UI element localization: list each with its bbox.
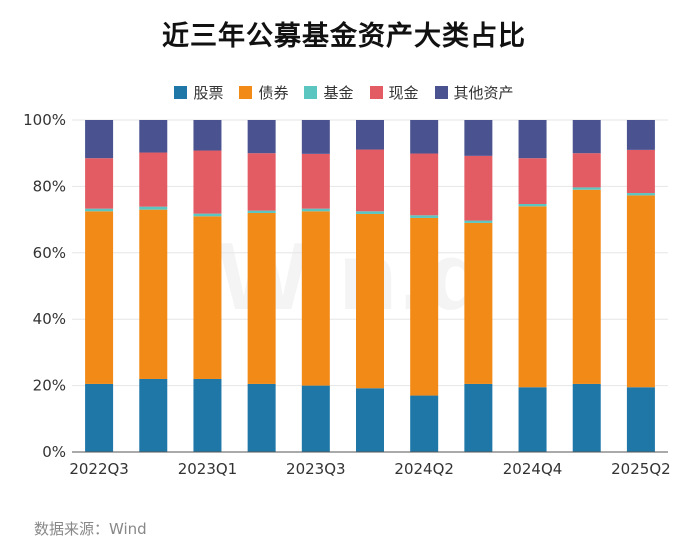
legend-swatch-other — [434, 86, 448, 99]
bar-segment — [518, 158, 547, 204]
bar-segment — [518, 203, 547, 207]
bar-segment — [193, 213, 222, 217]
bar-segment — [572, 120, 601, 154]
bar-segment — [410, 217, 439, 396]
bar-segment — [139, 209, 168, 379]
legend-swatch-cash — [369, 86, 383, 99]
bar-segment — [85, 158, 114, 209]
bar-segment — [301, 120, 330, 154]
bar-segment — [356, 213, 384, 389]
bar-segment — [572, 187, 601, 190]
bar-segment — [410, 120, 439, 154]
bar-segment — [464, 155, 493, 221]
bar-segment — [626, 120, 655, 150]
bar-segment — [410, 395, 439, 452]
y-tick-label: 60% — [33, 244, 66, 262]
bar-segment — [301, 385, 330, 452]
bar-segment — [518, 387, 547, 452]
bar-segment — [301, 208, 330, 212]
bar-segment — [410, 153, 439, 216]
legend-item-other: 其他资产 — [434, 82, 514, 103]
bar-segment — [139, 152, 168, 207]
y-tick-label: 80% — [33, 177, 66, 195]
legend-label-bonds: 债券 — [258, 84, 289, 102]
bar-segment — [247, 383, 276, 452]
bar-segment — [572, 189, 601, 384]
bar-segment — [193, 216, 222, 379]
legend-item-cash: 现金 — [369, 82, 419, 103]
legend-item-funds: 基金 — [304, 82, 354, 103]
chart-legend: 股票 债券 基金 现金 其他资产 — [0, 82, 688, 103]
bar-segment — [247, 210, 276, 213]
bar-segment — [356, 120, 384, 150]
bar-segment — [518, 206, 547, 388]
x-tick-label: 2023Q3 — [286, 460, 346, 478]
data-source-note: 数据来源：Wind — [34, 520, 147, 538]
bar-segment — [85, 208, 114, 212]
bar-segment — [247, 212, 276, 384]
bar-segment — [356, 149, 384, 212]
x-tick-label: 2024Q2 — [394, 460, 454, 478]
legend-label-stocks: 股票 — [193, 84, 224, 102]
bar-segment — [139, 120, 168, 153]
bar-segment — [356, 211, 384, 214]
x-tick-label: 2022Q3 — [69, 460, 129, 478]
legend-swatch-funds — [304, 86, 318, 99]
y-tick-label: 40% — [33, 310, 66, 328]
bar-segment — [518, 120, 547, 159]
x-tick-label: 2025Q2 — [611, 460, 671, 478]
legend-label-funds: 基金 — [323, 84, 354, 102]
bar-segment — [193, 378, 222, 452]
bar-segment — [356, 388, 384, 452]
bar-segment — [572, 153, 601, 188]
x-tick-label: 2024Q4 — [503, 460, 563, 478]
y-tick-label: 0% — [42, 443, 66, 461]
y-tick-label: 100% — [23, 111, 66, 129]
bar-segment — [85, 383, 114, 452]
bar-segment — [410, 215, 439, 218]
bar-segment — [139, 206, 168, 210]
y-tick-label: 20% — [33, 377, 66, 395]
legend-label-cash: 现金 — [388, 84, 419, 102]
bar-segment — [464, 383, 493, 452]
bar-segment — [626, 387, 655, 452]
legend-item-bonds: 债券 — [239, 82, 288, 103]
bar-segment — [301, 211, 330, 386]
x-tick-label: 2023Q1 — [178, 460, 238, 478]
bar-segment — [572, 383, 601, 452]
bar-segment — [193, 120, 222, 151]
legend-item-stocks: 股票 — [174, 82, 223, 103]
legend-swatch-bonds — [239, 86, 253, 99]
bar-segment — [464, 222, 493, 384]
bar-segment — [193, 150, 222, 214]
bar-segment — [626, 149, 655, 194]
bar-segment — [247, 153, 276, 211]
legend-swatch-stocks — [174, 86, 188, 99]
bar-segment — [464, 120, 493, 156]
bar-segment — [626, 195, 655, 388]
bar-segment — [626, 193, 655, 196]
chart-title: 近三年公募基金资产大类占比 — [162, 21, 526, 52]
bar-segment — [139, 378, 168, 452]
bar-segment — [464, 220, 493, 223]
bar-segment — [85, 120, 114, 159]
legend-label-other: 其他资产 — [453, 84, 514, 102]
bar-segment — [85, 211, 114, 384]
bar-segment — [247, 120, 276, 154]
bar-segment — [301, 153, 330, 209]
